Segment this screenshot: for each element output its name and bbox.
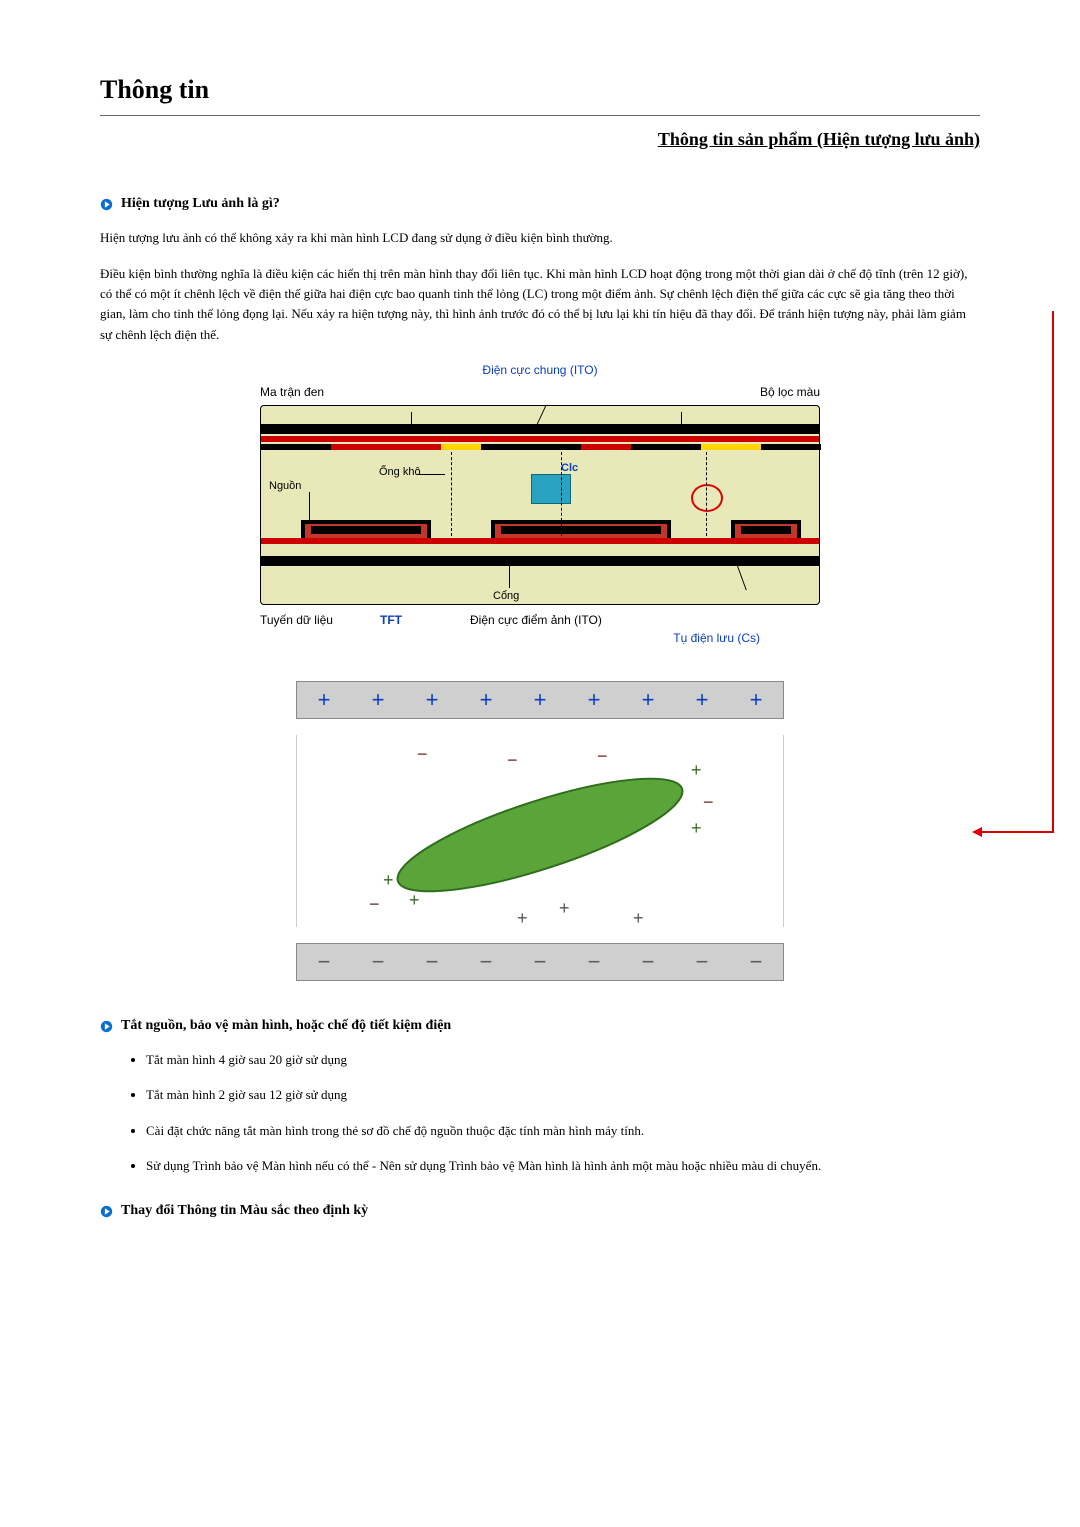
d1-side-left: Ma trận đen	[260, 383, 324, 401]
plus-icon: +	[383, 867, 394, 894]
d1-stripe	[581, 444, 631, 450]
connector-vert	[1052, 311, 1054, 831]
section-color: Thay đổi Thông tin Màu sắc theo định kỳ	[100, 1200, 980, 1221]
arrow-circle-icon	[100, 1020, 113, 1033]
minus-icon: −	[703, 789, 714, 816]
d1-stripe	[481, 444, 581, 450]
connector-arrow-icon	[972, 827, 982, 837]
d1-dash	[561, 452, 562, 536]
plus-icon: +	[534, 683, 547, 716]
d1-stripe	[761, 444, 821, 450]
d2-ellipse	[387, 756, 692, 913]
d1-stripe	[261, 444, 331, 450]
s2-list: Tắt màn hình 4 giờ sau 20 giờ sử dụng Tắt…	[100, 1050, 980, 1176]
list-item: Tắt màn hình 4 giờ sau 20 giờ sử dụng	[146, 1050, 980, 1070]
d1-stripe	[441, 444, 481, 450]
d1-lbl-ito: Điện cực điểm ảnh (ITO)	[470, 611, 602, 629]
hr	[100, 115, 980, 116]
plus-icon: +	[517, 905, 528, 932]
d1-lbl-tft: TFT	[380, 611, 402, 629]
d1-clc-block	[531, 474, 571, 504]
plus-icon: +	[480, 683, 493, 716]
d1-bar	[261, 556, 819, 566]
d1-bar	[261, 436, 819, 442]
d1-stripe	[631, 444, 701, 450]
d2-top-band: + + + + + + + + +	[296, 681, 784, 719]
plus-icon: +	[696, 683, 709, 716]
plus-icon: +	[409, 887, 420, 914]
minus-icon: −	[372, 945, 385, 978]
plus-icon: +	[750, 683, 763, 716]
list-item: Sử dụng Trình bảo vệ Màn hình nếu có thể…	[146, 1156, 980, 1176]
d1-lbl-cong: Cổng	[493, 588, 519, 605]
section-heading-3: Thay đổi Thông tin Màu sắc theo định kỳ	[100, 1200, 980, 1221]
para-1: Hiện tượng lưu ảnh có thể không xảy ra k…	[100, 228, 980, 248]
d2-mid: −−−+−+++−+++	[296, 735, 784, 927]
section-power: Tắt nguồn, bảo vệ màn hình, hoặc chế độ …	[100, 1015, 980, 1176]
d1-lbl-ongkho: Ống khô	[379, 464, 421, 481]
d1-bar	[261, 538, 819, 544]
minus-icon: −	[696, 945, 709, 978]
para-2: Điều kiện bình thường nghĩa là điều kiện…	[100, 264, 980, 345]
d1-stripe	[331, 444, 441, 450]
minus-icon: −	[318, 945, 331, 978]
minus-icon: −	[369, 891, 380, 918]
section-heading-text-2: Tắt nguồn, bảo vệ màn hình, hoặc chế độ …	[121, 1015, 451, 1036]
diagram-1: Điện cực chung (ITO) Ma trận đen Bộ lọc …	[100, 361, 980, 651]
list-item: Cài đặt chức năng tắt màn hình trong thẻ…	[146, 1121, 980, 1141]
minus-icon: −	[507, 747, 518, 774]
plus-icon: +	[691, 815, 702, 842]
minus-icon: −	[642, 945, 655, 978]
minus-icon: −	[534, 945, 547, 978]
plus-icon: +	[633, 905, 644, 932]
page-title: Thông tin	[100, 70, 980, 109]
plus-icon: +	[691, 757, 702, 784]
minus-icon: −	[750, 945, 763, 978]
d1-lbl-nguon: Nguồn	[269, 478, 301, 495]
d1-lbl-tuyen: Tuyến dữ liệu	[260, 611, 333, 629]
connector-horiz	[980, 831, 1054, 833]
plus-icon: +	[426, 683, 439, 716]
arrow-circle-icon	[100, 198, 113, 211]
d1-lbl-cs: Tụ điện lưu (Cs)	[673, 629, 760, 647]
arrow-circle-icon	[100, 1205, 113, 1218]
minus-icon: −	[480, 945, 493, 978]
d2-bot-band: −−−−−−−−−	[296, 943, 784, 981]
plus-icon: +	[588, 683, 601, 716]
section-heading-text-3: Thay đổi Thông tin Màu sắc theo định kỳ	[121, 1200, 368, 1221]
plus-icon: +	[642, 683, 655, 716]
plus-icon: +	[372, 683, 385, 716]
d1-side-right: Bộ lọc màu	[760, 383, 820, 401]
d1-bar	[261, 424, 819, 434]
page-subtitle: Thông tin sản phẩm (Hiện tượng lưu ảnh)	[100, 126, 980, 153]
d1-stripe	[701, 444, 761, 450]
d1-dash	[706, 452, 707, 536]
d1-top-label: Điện cực chung (ITO)	[482, 361, 597, 379]
d1-highlight-circle	[691, 484, 723, 512]
minus-icon: −	[426, 945, 439, 978]
section-what-is: Hiện tượng Lưu ảnh là gì? Hiện tượng lưu…	[100, 193, 980, 981]
diagram-2: +++++++++ −−−+−+++−+++ −−−−−−−−−	[100, 681, 980, 981]
minus-icon: −	[417, 741, 428, 768]
plus-icon: +	[559, 895, 570, 922]
plus-icon: +	[318, 683, 331, 716]
list-item: Tắt màn hình 2 giờ sau 12 giờ sử dụng	[146, 1085, 980, 1105]
section-heading-text: Hiện tượng Lưu ảnh là gì?	[121, 193, 280, 214]
d1-dash	[451, 452, 452, 536]
section-heading: Hiện tượng Lưu ảnh là gì?	[100, 193, 980, 214]
minus-icon: −	[597, 743, 608, 770]
minus-icon: −	[588, 945, 601, 978]
section-heading-2: Tắt nguồn, bảo vệ màn hình, hoặc chế độ …	[100, 1015, 980, 1036]
